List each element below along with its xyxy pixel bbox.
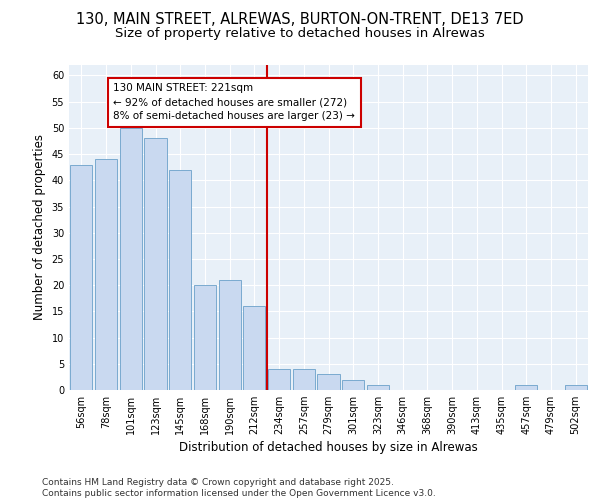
- Y-axis label: Number of detached properties: Number of detached properties: [33, 134, 46, 320]
- Bar: [515, 385, 538, 390]
- Bar: [145, 138, 167, 390]
- Bar: [218, 280, 241, 390]
- Bar: [169, 170, 191, 390]
- Bar: [293, 369, 315, 390]
- Bar: [317, 374, 340, 390]
- Bar: [119, 128, 142, 390]
- Bar: [243, 306, 265, 390]
- Bar: [194, 285, 216, 390]
- Bar: [70, 164, 92, 390]
- Bar: [268, 369, 290, 390]
- Text: 130, MAIN STREET, ALREWAS, BURTON-ON-TRENT, DE13 7ED: 130, MAIN STREET, ALREWAS, BURTON-ON-TRE…: [76, 12, 524, 28]
- X-axis label: Distribution of detached houses by size in Alrewas: Distribution of detached houses by size …: [179, 442, 478, 454]
- Bar: [367, 385, 389, 390]
- Bar: [342, 380, 364, 390]
- Bar: [95, 160, 117, 390]
- Bar: [565, 385, 587, 390]
- Text: Contains HM Land Registry data © Crown copyright and database right 2025.
Contai: Contains HM Land Registry data © Crown c…: [42, 478, 436, 498]
- Text: 130 MAIN STREET: 221sqm
← 92% of detached houses are smaller (272)
8% of semi-de: 130 MAIN STREET: 221sqm ← 92% of detache…: [113, 84, 355, 122]
- Text: Size of property relative to detached houses in Alrewas: Size of property relative to detached ho…: [115, 28, 485, 40]
